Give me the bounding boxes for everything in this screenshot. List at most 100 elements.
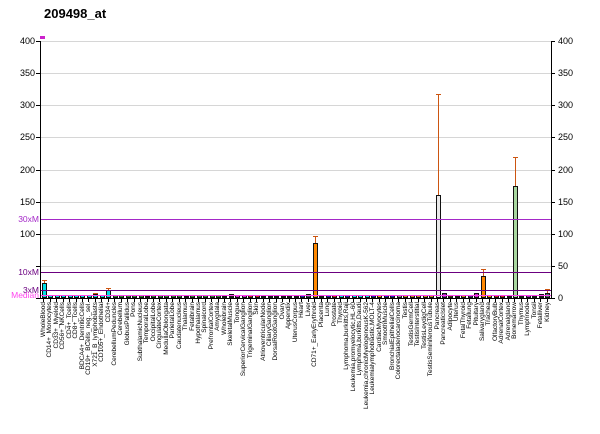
x-tick-ParietalLobe (172, 299, 174, 302)
x-tick-CD34+ (107, 299, 109, 302)
x-tick-Adrenalgland (508, 299, 510, 302)
x-tick-PancreaticIslet (443, 299, 445, 302)
error-cap-Bonemarrow (512, 157, 518, 159)
x-tick-TemporalLobe (146, 299, 148, 302)
x-tick-SuperiorCervicalGanglion (243, 299, 245, 302)
y-axis-label-right-150: 150 (558, 196, 574, 207)
x-tick-Spinalcord (204, 299, 206, 302)
x-tick-Tonsil (533, 299, 535, 302)
x-tick-TestisGermCell (411, 299, 413, 302)
x-tick-AdrenalCortex (501, 299, 503, 302)
x-tick-Leukemia,promyelocytic,HL-60 (353, 299, 355, 302)
x-tick-WholeBlood (43, 299, 45, 302)
y-axis-label-right-300: 300 (558, 100, 574, 111)
chart-title: 209498_at (44, 6, 107, 21)
x-tick-MedullaOblongata (165, 299, 167, 302)
x-tick-Adipocyte (449, 299, 451, 302)
x-tick-label-Skin: Skin (253, 302, 261, 315)
reference-label-median: Median (11, 290, 39, 301)
x-tick-CD71+_EarlyErythroid (314, 299, 316, 302)
x-tick-Colorectaladenocarcinoma (398, 299, 400, 302)
error-cap-X721_B_lymphoblasts (93, 292, 99, 294)
gridline-50 (41, 265, 551, 267)
y-tick-right-400 (551, 41, 555, 42)
bar-Wholebrain (222, 296, 228, 298)
y-tick-right-0 (551, 298, 555, 299)
x-tick-OlfactoryBulb (495, 299, 497, 302)
x-tick-SubthalamicNucleus (140, 299, 142, 302)
x-tick-TrigeminalGanglion (249, 299, 251, 302)
x-tick-CD4+_Tcells (69, 299, 71, 302)
x-tick-Amygdala (217, 299, 219, 302)
error-cap-Pancreas (435, 93, 441, 95)
y-tick-left-100 (36, 233, 40, 235)
x-tick-DorsalRootGanglion (275, 299, 277, 302)
x-tick-Lymphoma,burkitts,Raji (346, 299, 348, 302)
x-tick-Testis (404, 299, 406, 302)
error-bar-Pancreas (437, 93, 439, 196)
x-tick-Fetalbrain (191, 299, 193, 302)
x-tick-CD56+_NKCells (62, 299, 64, 302)
x-tick-label-Thalamus: Thalamus (182, 302, 190, 331)
x-tick-Hypothalamus (198, 299, 200, 302)
x-tick-FetalThyroid (462, 299, 464, 302)
y-axis-label-left-200: 200 (19, 164, 35, 175)
x-tick-Kidney (546, 299, 548, 302)
bar-Pancreas (435, 195, 441, 298)
x-tick-AtrioventricularNode (262, 299, 264, 302)
x-tick-UterusCorpus (295, 299, 296, 302)
x-tick-BDCA4+_DentriticCells (81, 299, 83, 302)
gridline-150 (41, 201, 551, 203)
reference-label-10xm: 10xM (18, 266, 39, 277)
reference-label-30xm: 30xM (18, 213, 39, 224)
x-tick-Pituitary (475, 299, 477, 302)
x-tick-BronchialEpithelialCells (391, 299, 393, 302)
y-axis-label-right-0: 0 (558, 293, 564, 303)
reference-line-median (41, 295, 551, 297)
error-cap-Salivarygland (480, 269, 486, 271)
x-tick-CiliaryGanglion (269, 299, 271, 302)
x-tick-TestisLeydigCell (424, 299, 426, 302)
y-tick-left-0 (36, 298, 40, 299)
x-tick-GlobusPallidus (127, 299, 129, 302)
y-axis-label-right-100: 100 (558, 228, 574, 239)
x-tick-Thyroid (340, 299, 342, 302)
x-tick-Cerebellum (120, 299, 122, 302)
x-tick-CerebellumPeduncles (114, 299, 116, 302)
x-tick-Leukemialymphoblastic,MOLT-4 (372, 299, 374, 302)
x-tick-Pons (133, 299, 135, 302)
bar-Salivarygland (480, 275, 486, 298)
x-tick-X721_B_lymphoblasts (94, 299, 96, 302)
x-tick-CD105+_Endothelial (101, 299, 103, 302)
x-tick-Ovary (282, 299, 284, 302)
y-axis-label-right-200: 200 (558, 164, 574, 175)
x-tick-Appendix (288, 299, 290, 302)
reference-line-10xm (41, 271, 551, 273)
x-tick-CD14+_Monocytes (49, 299, 51, 302)
x-tick-Placenta (320, 299, 322, 302)
error-bar-Bonemarrow (514, 157, 516, 186)
gridline-350 (41, 73, 551, 75)
x-tick-Fetalliver (540, 299, 542, 302)
y-tick-right-50 (551, 265, 555, 267)
x-tick-Skin (256, 299, 258, 302)
y-tick-right-350 (551, 73, 555, 75)
y-tick-left-150 (36, 201, 40, 203)
y-tick-right-200 (551, 169, 555, 171)
gridline-200 (41, 169, 551, 171)
y-axis-label-left-100: 100 (19, 228, 35, 239)
gridline-300 (41, 105, 551, 107)
x-tick-Lymphoma,burkitts,Daudi (359, 299, 361, 302)
plot-area (40, 41, 552, 299)
bar-Bonemarrow (512, 185, 518, 298)
x-tick-Leukemia,chronicMyelogenousK-562 (366, 299, 367, 302)
y-axis-label-left-300: 300 (19, 100, 35, 111)
x-tick-PrefrontalCortex (211, 299, 213, 302)
y-tick-left-50 (36, 265, 40, 267)
x-tick-Prostate (333, 299, 335, 302)
x-tick-OccipitalLobe (152, 299, 154, 302)
y-axis-label-left-400: 400 (19, 36, 35, 46)
y-tick-left-250 (36, 137, 40, 139)
x-tick-Bonemarrow (514, 299, 516, 302)
